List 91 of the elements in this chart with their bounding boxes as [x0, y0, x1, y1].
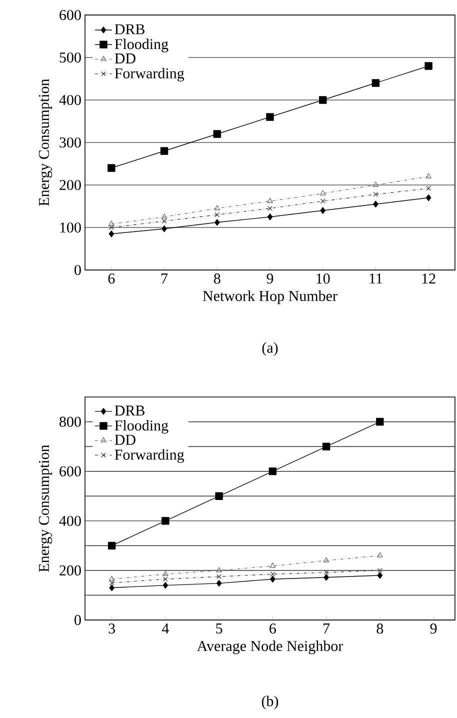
point [108, 220, 114, 226]
point [372, 79, 380, 87]
text: (a) [262, 342, 278, 356]
point [108, 576, 115, 581]
point [214, 219, 220, 226]
point [426, 173, 432, 178]
point [377, 568, 382, 573]
point [108, 230, 114, 238]
point [376, 552, 383, 558]
point [372, 182, 379, 187]
point [216, 574, 222, 580]
point [108, 542, 116, 550]
point [268, 467, 277, 476]
point [373, 192, 378, 197]
point [267, 198, 273, 203]
point [109, 580, 114, 586]
point [214, 205, 220, 210]
point [108, 164, 116, 172]
point [319, 96, 327, 104]
point [377, 572, 383, 579]
x-tick-label: 3 [108, 624, 115, 634]
point [162, 570, 168, 576]
point [162, 225, 167, 232]
point [320, 207, 326, 214]
point [162, 582, 168, 589]
point [162, 576, 168, 582]
point [320, 198, 326, 204]
legend-label: DRB [114, 24, 144, 34]
legend-label: DD [114, 54, 136, 64]
point [268, 206, 272, 211]
legend-label: Forwarding [114, 449, 184, 463]
y-tick-label: 600 [60, 466, 81, 476]
x-tick-label: 9 [430, 624, 437, 634]
point [424, 62, 432, 70]
point [270, 562, 276, 568]
point [162, 218, 167, 224]
x-tick-label: 6 [108, 274, 115, 284]
x-tick-label: 7 [162, 274, 168, 284]
point [322, 442, 330, 450]
y-tick-label: 400 [59, 516, 81, 526]
point [373, 200, 378, 208]
x-axis-title: Network Hop Number [202, 290, 338, 304]
text: (b) [262, 696, 278, 710]
point [214, 212, 220, 218]
point [216, 567, 222, 572]
point [160, 147, 168, 155]
x-tick-label: 7 [324, 624, 330, 634]
y-tick-label: 300 [60, 137, 81, 148]
point [215, 492, 223, 500]
x-tick-label: 8 [376, 624, 384, 634]
legend-label: DRB [114, 406, 144, 416]
legend-label: Forwarding [114, 68, 184, 82]
point [270, 572, 276, 577]
point [320, 190, 326, 196]
point [161, 214, 168, 219]
legend-label: Flooding [114, 420, 168, 434]
y-tick-label: 0 [74, 614, 81, 626]
y-axis-title: Energy Consumption [38, 444, 52, 572]
x-tick-label: 11 [370, 274, 382, 284]
y-tick-label: 600 [60, 10, 81, 20]
y-axis-title: Energy Consumption [38, 78, 52, 206]
point [216, 580, 222, 587]
y-tick-label: 100 [60, 222, 81, 233]
y-tick-label: 800 [60, 416, 81, 427]
x-tick-label: 8 [214, 274, 220, 284]
x-tick-label: 4 [162, 624, 169, 634]
x-axis-title: Average Node Neighbor [196, 640, 344, 654]
point [266, 113, 274, 121]
y-tick-label: 0 [74, 264, 81, 276]
point [108, 225, 114, 230]
y-tick-label: 500 [60, 52, 81, 63]
legend-label: Flooding [114, 38, 168, 52]
point [270, 576, 276, 582]
x-tick-label: 6 [270, 624, 276, 634]
y-tick-label: 200 [60, 180, 81, 190]
x-tick-label: 12 [422, 274, 436, 284]
point [323, 557, 330, 562]
y-tick-label: 400 [59, 94, 81, 106]
point [376, 418, 384, 426]
point [324, 574, 329, 581]
legend-label: DD [114, 434, 136, 445]
point [426, 194, 432, 202]
x-tick-label: 10 [316, 274, 330, 284]
x-tick-label: 5 [216, 624, 222, 634]
y-tick-label: 200 [60, 565, 81, 576]
point [213, 130, 221, 138]
point [162, 517, 170, 525]
point [267, 214, 273, 220]
point [109, 584, 114, 592]
point [426, 186, 432, 191]
x-tick-label: 9 [266, 274, 274, 284]
